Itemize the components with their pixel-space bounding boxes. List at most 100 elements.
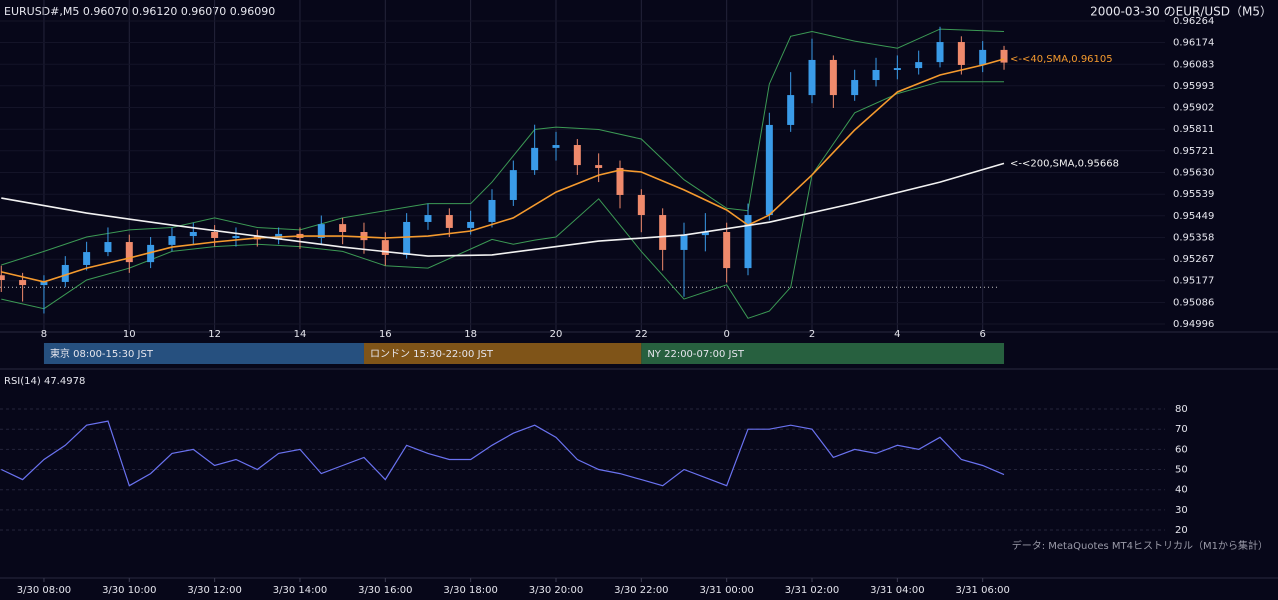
candle-body bbox=[0, 275, 5, 281]
x-tick-label: 6 bbox=[980, 329, 986, 340]
candle-body bbox=[765, 124, 773, 216]
y-tick-label: 0.95902 bbox=[1173, 103, 1214, 114]
x-tick-label: 8 bbox=[41, 329, 47, 340]
y-tick-label: 0.95449 bbox=[1173, 211, 1214, 222]
candle-body bbox=[957, 42, 965, 65]
y-tick-label: 70 bbox=[1175, 424, 1188, 435]
y-tick-label: 60 bbox=[1175, 444, 1188, 455]
candle-body bbox=[125, 242, 133, 263]
source-note: データ: MetaQuotes MT4ヒストリカル（M1から集計） bbox=[1012, 539, 1268, 552]
y-tick-label: 0.95721 bbox=[1173, 146, 1214, 157]
y-tick-label: 30 bbox=[1175, 505, 1188, 516]
y-tick-label: 50 bbox=[1175, 465, 1188, 476]
candle-body bbox=[189, 232, 197, 237]
candle-body bbox=[509, 170, 517, 200]
y-tick-label: 0.95267 bbox=[1173, 254, 1214, 265]
chart-subtitle: 2000-03-30 のEUR/USD（M5） bbox=[1090, 5, 1272, 19]
candle-body bbox=[829, 59, 837, 96]
candle-body bbox=[744, 215, 752, 269]
candle-body bbox=[168, 236, 176, 245]
candle-body bbox=[595, 165, 603, 168]
y-tick-label: 0.96264 bbox=[1173, 16, 1214, 27]
y-tick-label: 0.95993 bbox=[1173, 81, 1214, 92]
candle-body bbox=[787, 95, 795, 125]
x-tick-label: 3/30 22:00 bbox=[614, 585, 668, 596]
candle-body bbox=[531, 147, 539, 171]
candle-body bbox=[381, 240, 389, 255]
y-tick-label: 40 bbox=[1175, 485, 1188, 496]
x-tick-label: 12 bbox=[208, 329, 221, 340]
candle-body bbox=[915, 62, 923, 69]
x-tick-label: 0 bbox=[723, 329, 729, 340]
x-tick-label: 14 bbox=[294, 329, 307, 340]
y-tick-label: 0.96174 bbox=[1173, 38, 1214, 49]
candle-body bbox=[573, 145, 581, 166]
candle-body bbox=[808, 59, 816, 96]
x-tick-label: 16 bbox=[379, 329, 392, 340]
sma-annotation: <-<200,SMA,0.95668 bbox=[1010, 158, 1119, 169]
candle-body bbox=[83, 252, 91, 265]
y-tick-label: 0.95086 bbox=[1173, 297, 1214, 308]
y-tick-label: 0.94996 bbox=[1173, 319, 1214, 330]
candle-body bbox=[424, 215, 432, 222]
candle-body bbox=[317, 224, 325, 238]
session-bar bbox=[363, 343, 642, 364]
session-label: ロンドン 15:30-22:00 JST bbox=[370, 349, 494, 360]
candle-body bbox=[211, 232, 219, 238]
y-tick-label: 20 bbox=[1175, 525, 1188, 536]
candle-body bbox=[403, 221, 411, 255]
y-tick-label: 0.95358 bbox=[1173, 232, 1214, 243]
x-tick-label: 18 bbox=[464, 329, 477, 340]
y-tick-label: 0.95811 bbox=[1173, 124, 1214, 135]
x-tick-label: 3/31 02:00 bbox=[785, 585, 839, 596]
candle-body bbox=[339, 224, 347, 233]
chart-title: EURUSD#,M5 0.96070 0.96120 0.96070 0.960… bbox=[4, 5, 275, 18]
candle-body bbox=[445, 215, 453, 228]
x-tick-label: 3/31 00:00 bbox=[699, 585, 753, 596]
sma-annotation: <-<40,SMA,0.96105 bbox=[1010, 54, 1113, 65]
session-label: 東京 08:00-15:30 JST bbox=[50, 347, 154, 360]
candle-body bbox=[360, 232, 368, 241]
rsi-title: RSI(14) 47.4978 bbox=[4, 376, 85, 387]
x-tick-label: 3/30 20:00 bbox=[529, 585, 583, 596]
session-label: NY 22:00-07:00 JST bbox=[647, 349, 744, 360]
candle-body bbox=[147, 244, 155, 263]
candle-body bbox=[232, 236, 240, 238]
band-line bbox=[1, 81, 1004, 319]
x-tick-label: 20 bbox=[550, 329, 563, 340]
session-bar bbox=[43, 343, 364, 364]
x-tick-label: 3/31 06:00 bbox=[955, 585, 1009, 596]
y-tick-label: 0.95630 bbox=[1173, 168, 1214, 179]
candle-body bbox=[616, 167, 624, 195]
candle-body bbox=[872, 69, 880, 81]
candle-body bbox=[104, 242, 112, 253]
x-tick-label: 10 bbox=[123, 329, 136, 340]
x-tick-label: 4 bbox=[894, 329, 900, 340]
x-tick-label: 3/30 16:00 bbox=[358, 585, 412, 596]
x-tick-label: 3/30 14:00 bbox=[273, 585, 327, 596]
candle-body bbox=[19, 280, 27, 286]
y-tick-label: 0.95539 bbox=[1173, 189, 1214, 200]
candle-body bbox=[893, 68, 901, 70]
sma-line bbox=[1, 58, 1005, 283]
candle-body bbox=[40, 281, 48, 286]
x-tick-label: 3/30 08:00 bbox=[17, 585, 71, 596]
x-tick-label: 3/30 10:00 bbox=[102, 585, 156, 596]
candle-body bbox=[1000, 49, 1008, 63]
x-tick-label: 3/30 18:00 bbox=[443, 585, 497, 596]
x-tick-label: 3/31 04:00 bbox=[870, 585, 924, 596]
candle-body bbox=[723, 232, 731, 269]
candle-body bbox=[701, 232, 709, 236]
rsi-line bbox=[1, 420, 1005, 487]
x-tick-label: 2 bbox=[809, 329, 815, 340]
y-tick-label: 0.96083 bbox=[1173, 59, 1214, 70]
candle-body bbox=[488, 199, 496, 222]
candle-body bbox=[467, 221, 475, 228]
candle-body bbox=[680, 235, 688, 250]
x-tick-label: 3/30 12:00 bbox=[187, 585, 241, 596]
candle-body bbox=[936, 42, 944, 63]
sma-line bbox=[1, 162, 1005, 257]
